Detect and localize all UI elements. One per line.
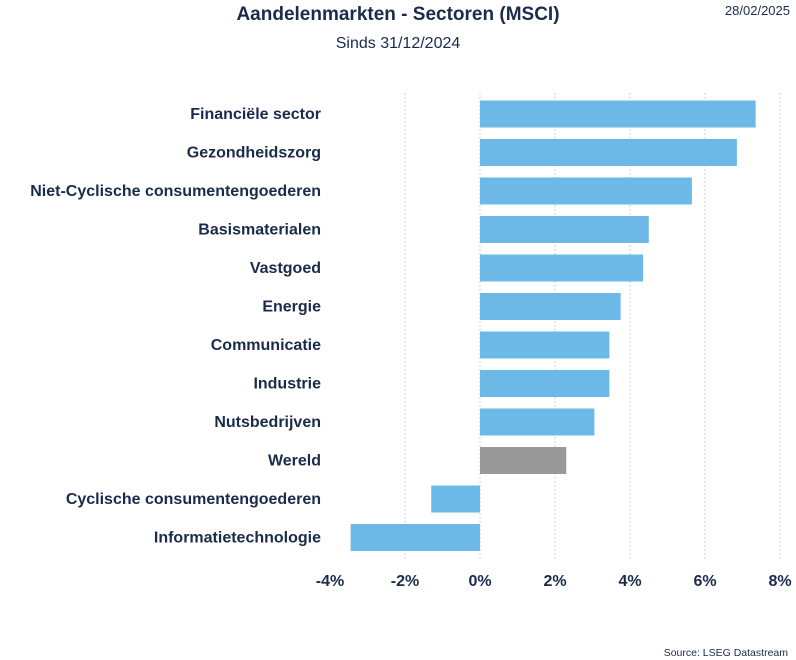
- x-tick-label: 4%: [618, 573, 641, 590]
- x-tick-label: 0%: [468, 573, 491, 590]
- category-label: Wereld: [268, 453, 321, 470]
- x-tick-labels: -4% -2% 0% 2% 4% 6% 8%: [316, 573, 792, 590]
- bars: [350, 100, 756, 551]
- bar: [480, 408, 595, 436]
- chart-date: 28/02/2025: [724, 3, 790, 18]
- category-label: Financiële sector: [190, 106, 321, 123]
- category-label: Vastgoed: [250, 260, 321, 277]
- bar: [350, 524, 480, 551]
- category-label: Communicatie: [211, 337, 321, 354]
- x-tick-label: -4%: [316, 573, 344, 590]
- category-label: Niet-Cyclische consumentengoederen: [30, 183, 321, 200]
- bar: [480, 331, 610, 359]
- category-label: Nutsbedrijven: [214, 414, 321, 431]
- bar: [480, 216, 649, 243]
- x-tick-label: 8%: [768, 573, 791, 590]
- bar: [480, 100, 756, 128]
- category-label: Cyclische consumentengoederen: [66, 491, 321, 508]
- chart-title: Aandelenmarkten - Sectoren (MSCI): [236, 4, 560, 25]
- grid-lines: [404, 93, 781, 560]
- bar: [480, 447, 567, 474]
- chart-subtitle: Sinds 31/12/2024: [335, 35, 461, 52]
- x-tick-label: 2%: [543, 573, 566, 590]
- category-label: Energie: [262, 299, 321, 316]
- bar: [480, 139, 737, 166]
- bar: [431, 485, 480, 513]
- category-label: Industrie: [253, 376, 321, 393]
- chart-source: Source: LSEG Datastream: [663, 647, 788, 659]
- category-label: Gezondheidszorg: [187, 145, 321, 162]
- category-label: Basismaterialen: [198, 222, 321, 239]
- x-tick-label: -2%: [391, 573, 419, 590]
- category-label: Informatietechnologie: [154, 530, 321, 547]
- bar: [480, 177, 692, 205]
- category-labels: Financiële sector Gezondheidszorg Niet-Cyc…: [30, 106, 321, 547]
- x-tick-label: 6%: [693, 573, 716, 590]
- bar: [480, 293, 621, 320]
- bar: [480, 254, 644, 282]
- bar: [480, 370, 610, 397]
